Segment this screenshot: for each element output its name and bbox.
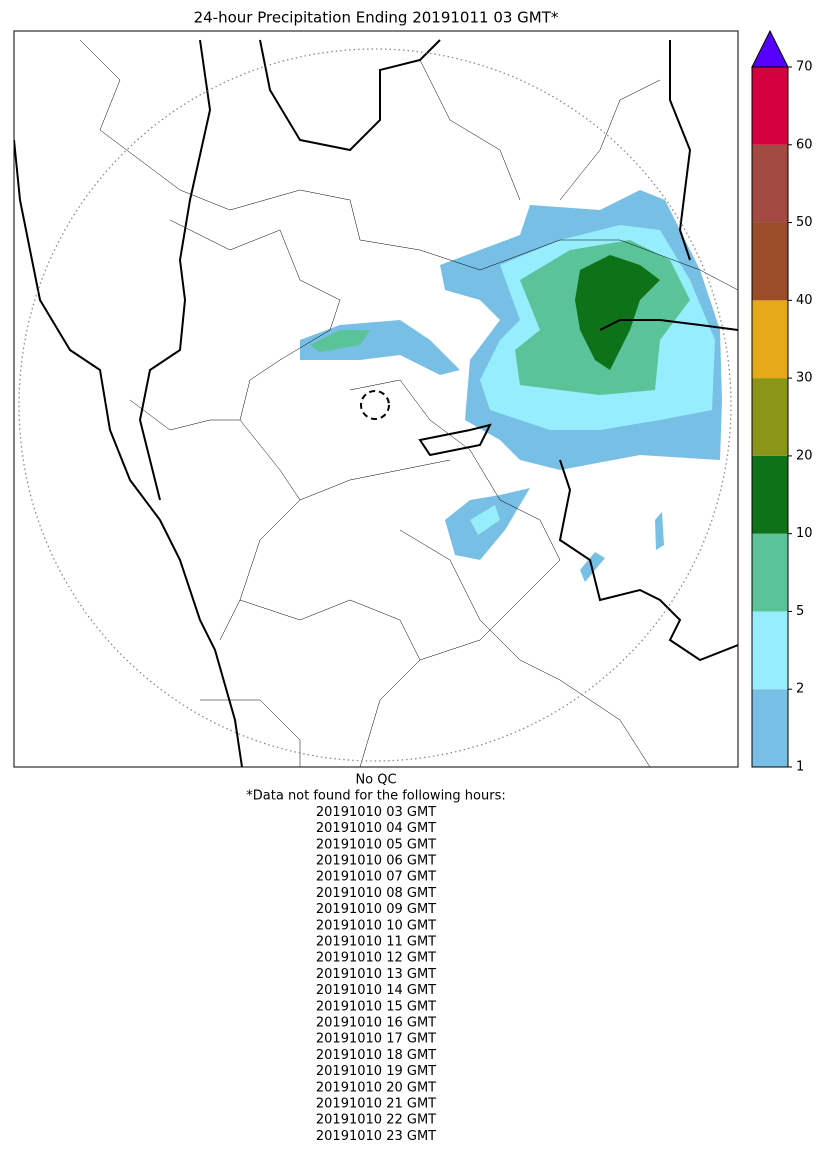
- colorbar-segment: [752, 144, 788, 223]
- note-line: 20191010 22 GMT: [316, 1113, 436, 1128]
- note-line: 20191010 07 GMT: [316, 870, 436, 885]
- note-line: 20191010 20 GMT: [316, 1080, 436, 1095]
- note-line: No QC: [355, 773, 396, 788]
- colorbar-segment: [752, 533, 788, 612]
- colorbar-tick-label: 60: [796, 137, 813, 152]
- note-line: 20191010 14 GMT: [316, 983, 436, 998]
- note-line: 20191010 11 GMT: [316, 935, 436, 950]
- colorbar-segment: [752, 300, 788, 379]
- map: [14, 39, 738, 767]
- colorbar-tick-label: 20: [796, 448, 813, 463]
- note-line: 20191010 08 GMT: [316, 886, 436, 901]
- precip-area: [575, 255, 660, 370]
- precip-area: [470, 505, 500, 535]
- colorbar-frame: [751, 66, 789, 768]
- radar-site: [360, 390, 390, 420]
- colorbar-segment: [752, 611, 788, 690]
- colorbar-segment: [752, 67, 788, 145]
- colorbar-tick-label: 50: [796, 215, 813, 230]
- precip-area: [655, 512, 664, 550]
- note-line: 20191010 10 GMT: [316, 918, 436, 933]
- map-frame: [13, 30, 739, 768]
- note-line: 20191010 21 GMT: [316, 1097, 436, 1112]
- note-line: *Data not found for the following hours:: [246, 789, 505, 804]
- colorbar-tick-label: 1: [796, 760, 804, 775]
- state-border: [14, 39, 738, 767]
- colorbar-extend: [751, 29, 789, 68]
- precip-area: [310, 330, 370, 352]
- notes: No QC*Data not found for the following h…: [246, 773, 505, 1144]
- colorbar-tick-label: 2: [796, 682, 804, 697]
- note-line: 20191010 18 GMT: [316, 1048, 436, 1063]
- colorbar-segment: [752, 378, 788, 456]
- map-title: 24-hour Precipitation Ending 20191011 03…: [194, 9, 559, 27]
- note-line: 20191010 04 GMT: [316, 821, 436, 836]
- colorbar-tick-label: 30: [796, 371, 813, 386]
- colorbar-tick-label: 10: [796, 526, 813, 541]
- colorbar-segment: [752, 689, 788, 767]
- district-boundary: [79, 39, 738, 767]
- note-line: 20191010 15 GMT: [316, 999, 436, 1014]
- note-line: 20191010 12 GMT: [316, 951, 436, 966]
- note-line: 20191010 16 GMT: [316, 1016, 436, 1031]
- colorbar-tick-label: 70: [796, 60, 813, 75]
- radar-range: [18, 48, 732, 762]
- note-line: 20191010 17 GMT: [316, 1032, 436, 1047]
- note-line: 20191010 06 GMT: [316, 854, 436, 869]
- colorbar: 1 2 5 10 20 30 40 50 60 70: [751, 29, 813, 775]
- note-line: 20191010 03 GMT: [316, 805, 436, 820]
- colorbar-tick-label: 40: [796, 293, 813, 308]
- note-line: 20191010 09 GMT: [316, 902, 436, 917]
- colorbar-tick-label: 5: [796, 604, 804, 619]
- note-line: 20191010 13 GMT: [316, 967, 436, 982]
- note-line: 20191010 23 GMT: [316, 1129, 436, 1144]
- note-line: 20191010 19 GMT: [316, 1064, 436, 1079]
- note-line: 20191010 05 GMT: [316, 837, 436, 852]
- colorbar-segment: [752, 222, 788, 301]
- colorbar-segment: [752, 455, 788, 534]
